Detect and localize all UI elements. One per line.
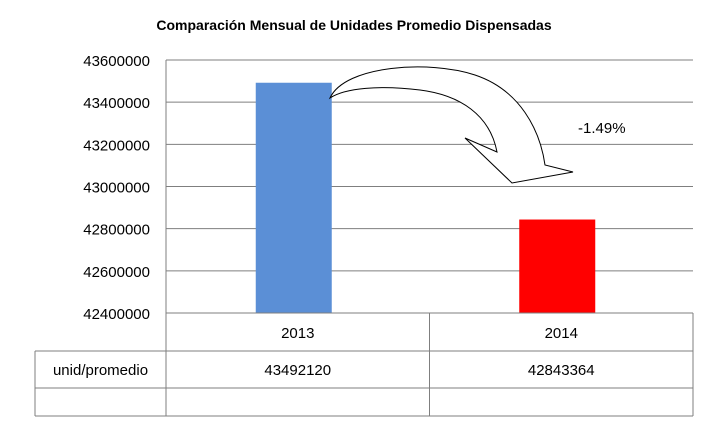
percent-change-label: -1.49% bbox=[578, 120, 626, 137]
y-tick-label: 42600000 bbox=[83, 264, 150, 281]
grid-lines bbox=[165, 59, 693, 313]
y-tick-label: 42400000 bbox=[83, 306, 150, 323]
data-label: 42843364 bbox=[528, 362, 595, 379]
x-tick-label: 2013 bbox=[281, 325, 314, 342]
y-tick-label: 43600000 bbox=[83, 53, 150, 70]
y-tick-label: 42800000 bbox=[83, 222, 150, 239]
bar-2014 bbox=[519, 219, 596, 313]
chart-title: Comparación Mensual de Unidades Promedio… bbox=[156, 17, 551, 33]
bar-2013 bbox=[255, 82, 332, 314]
data-table: 2013 2014 unid/promedio 43492120 42843364 bbox=[34, 312, 694, 417]
y-axis-ticks: 43600000 43400000 43200000 43000000 42800000… bbox=[83, 53, 150, 323]
y-tick-label: 43400000 bbox=[83, 95, 150, 112]
y-tick-label: 43000000 bbox=[83, 180, 150, 197]
curved-arrow-annotation: -1.49% bbox=[328, 66, 626, 184]
bars bbox=[255, 82, 596, 314]
data-label: 43492120 bbox=[264, 362, 331, 379]
y-tick-label: 43200000 bbox=[83, 137, 150, 154]
x-tick-label: 2014 bbox=[545, 325, 578, 342]
curved-arrow-icon bbox=[328, 66, 574, 184]
table-row-label: unid/promedio bbox=[53, 362, 148, 379]
